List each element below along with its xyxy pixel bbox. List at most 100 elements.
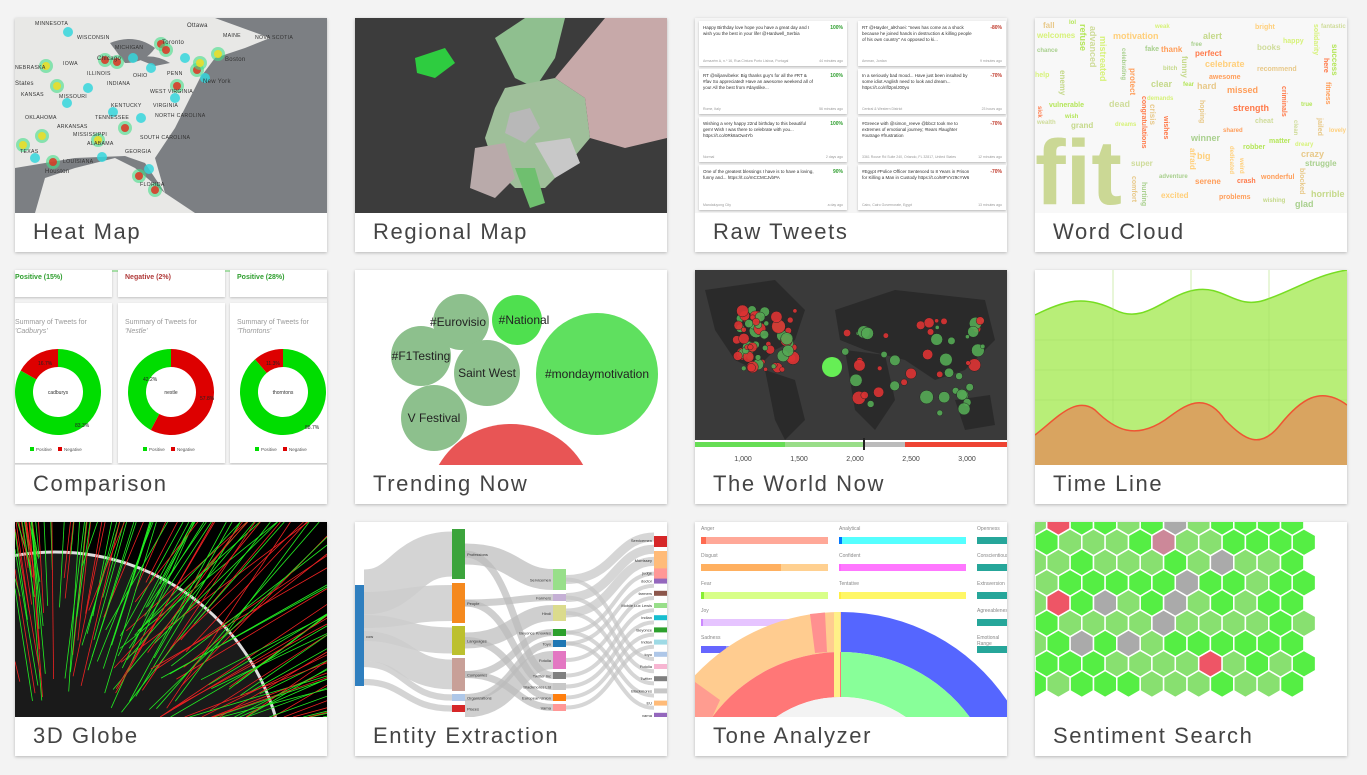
tweet-point bbox=[944, 367, 954, 378]
tweet-point bbox=[770, 311, 783, 323]
tweet-beam bbox=[119, 522, 184, 637]
sankey-node bbox=[452, 705, 465, 712]
cloud-word: help bbox=[1035, 72, 1050, 79]
place-label: GEORGIA bbox=[125, 149, 152, 155]
chart-title: Summary of Tweets for bbox=[125, 319, 197, 326]
legend-swatch-negative bbox=[171, 447, 175, 451]
tweet-point bbox=[741, 326, 747, 333]
tone-label: Confident bbox=[839, 553, 861, 560]
tweet-beam bbox=[185, 522, 308, 652]
chart-brand: 'Nestle' bbox=[125, 328, 148, 335]
cloud-word: advanced bbox=[1088, 26, 1098, 68]
card-sentiment-search[interactable]: Sentiment Search bbox=[1035, 522, 1347, 756]
tweet-point bbox=[759, 329, 769, 340]
card-tone-analyzer[interactable]: Anger Disgust Fear Joy Sadness Analytical Conf… bbox=[695, 522, 1007, 756]
tweet-point bbox=[934, 325, 940, 330]
cloud-word: strength bbox=[1233, 103, 1269, 113]
heat-point bbox=[200, 73, 210, 83]
card-time-line[interactable]: Time Line bbox=[1035, 270, 1347, 504]
tweet-point bbox=[733, 320, 744, 331]
tweet-beam bbox=[159, 617, 327, 717]
tweet-point bbox=[860, 391, 869, 400]
tweet-point bbox=[770, 363, 777, 370]
tweet-point bbox=[916, 320, 926, 330]
tweet-text: Happy Birthday love hope you have a grea… bbox=[703, 25, 810, 36]
cloud-word: fit bbox=[1035, 122, 1122, 213]
place-label: MINNESOTA bbox=[35, 21, 68, 27]
sankey-link bbox=[565, 571, 655, 635]
place-label: Houston bbox=[45, 169, 69, 175]
tweet-beam bbox=[29, 522, 43, 698]
card-the-world-now[interactable]: 1,000 1,500 2,000 2,500 3,000 The World Now bbox=[695, 270, 1007, 504]
sankey-link bbox=[565, 611, 655, 686]
tone-bar-fill bbox=[839, 564, 841, 572]
card-3d-globe[interactable]: 3D Globe bbox=[15, 522, 327, 756]
cloud-word: vulnerable bbox=[1049, 102, 1085, 109]
place-label: PENN bbox=[167, 71, 183, 77]
tweet-beam bbox=[208, 613, 327, 686]
cloud-word: fantastic bbox=[1321, 24, 1346, 30]
heat-point bbox=[121, 124, 129, 132]
tone-bar bbox=[701, 618, 828, 626]
tweet-point bbox=[965, 383, 974, 392]
tone-bar-fill bbox=[839, 591, 841, 599]
sentiment-hex bbox=[1233, 669, 1258, 699]
positive-slice bbox=[128, 349, 171, 430]
tweet-card: In a seriously bad mood... Have just bee… bbox=[858, 69, 1006, 114]
card-label: Trending Now bbox=[373, 471, 529, 496]
tweet-point bbox=[746, 363, 756, 373]
card-label: Time Line bbox=[1053, 471, 1164, 496]
raw-tweets-thumbnail: Happy Birthday love hope you have a grea… bbox=[695, 18, 1007, 213]
card-raw-tweets[interactable]: Happy Birthday love hope you have a grea… bbox=[695, 18, 1007, 252]
cloud-word: dreary bbox=[1295, 142, 1314, 148]
positive-pct: 42.2% bbox=[143, 377, 158, 383]
tweet-beam bbox=[129, 522, 227, 702]
word-cloud-thumbnail: fit happy wish lovely fitness crisis chance per… bbox=[1035, 18, 1347, 213]
trend-label: #F1Testing bbox=[392, 349, 451, 363]
card-heat-map[interactable]: MINNESOTA WISCONSIN MICHIGAN Toronto Ottawa M… bbox=[15, 18, 327, 252]
card-label: Sentiment Search bbox=[1053, 723, 1254, 748]
axis-tick: 2,500 bbox=[902, 456, 920, 463]
cloud-word: grand bbox=[1071, 121, 1094, 130]
cloud-word: mistreated bbox=[1098, 36, 1108, 82]
tweet-beam bbox=[166, 522, 291, 709]
tweet-location: Cairo, Cairo Governorate, Egypt bbox=[862, 202, 912, 207]
sankey-link bbox=[363, 585, 453, 628]
sentiment-hex bbox=[1092, 669, 1118, 699]
heat-point bbox=[97, 152, 107, 162]
cloud-word: dead bbox=[1109, 99, 1131, 109]
place-label: LOUISIANA bbox=[63, 159, 94, 165]
cloud-word: weak bbox=[1155, 24, 1170, 30]
heat-point bbox=[113, 58, 121, 66]
tweet-card: RT @niljanvibeke: Big thanks guy's for a… bbox=[699, 69, 847, 114]
legend-swatch-negative bbox=[283, 447, 287, 451]
card-entity-extraction[interactable]: cow Professions People Languages Companies Or… bbox=[355, 522, 667, 756]
place-label: INDIANA bbox=[107, 81, 130, 87]
legend-positive: Positive bbox=[36, 447, 52, 452]
node-label: Farmers bbox=[536, 596, 551, 601]
cloud-word: fitness bbox=[1324, 82, 1331, 105]
tweet-beam bbox=[221, 688, 327, 717]
card-label: Word Cloud bbox=[1053, 219, 1185, 244]
sankey-link bbox=[565, 596, 655, 662]
tweet-beam bbox=[21, 522, 29, 568]
tweet-time: 9 minutes ago bbox=[980, 58, 1002, 63]
tweet-score: 100% bbox=[830, 73, 843, 79]
sankey-node bbox=[452, 694, 465, 701]
card-label: Raw Tweets bbox=[713, 219, 849, 244]
tweet-beam bbox=[183, 553, 327, 668]
card-regional-map[interactable]: Regional Map bbox=[355, 18, 667, 252]
tweet-point bbox=[905, 367, 917, 380]
card-word-cloud[interactable]: fit happy wish lovely fitness crisis chance per… bbox=[1035, 18, 1347, 252]
sankey-node bbox=[654, 578, 667, 584]
sankey-node bbox=[654, 627, 667, 633]
tweet-footer: Normal 2 days ago bbox=[703, 155, 843, 160]
card-comparison[interactable]: Positive (15%) Summary of Tweets for 'Cadb… bbox=[15, 270, 327, 504]
tweet-beam bbox=[15, 549, 39, 686]
tone-label: Disgust bbox=[701, 553, 718, 560]
trend-bubble bbox=[391, 326, 451, 386]
tweet-beam bbox=[85, 522, 103, 614]
place-label: ARKANSAS bbox=[57, 124, 88, 130]
tweet-location: Normal bbox=[703, 154, 715, 159]
card-trending-now[interactable]: #Eurovisio #National #F1Testing Saint West #… bbox=[355, 270, 667, 504]
